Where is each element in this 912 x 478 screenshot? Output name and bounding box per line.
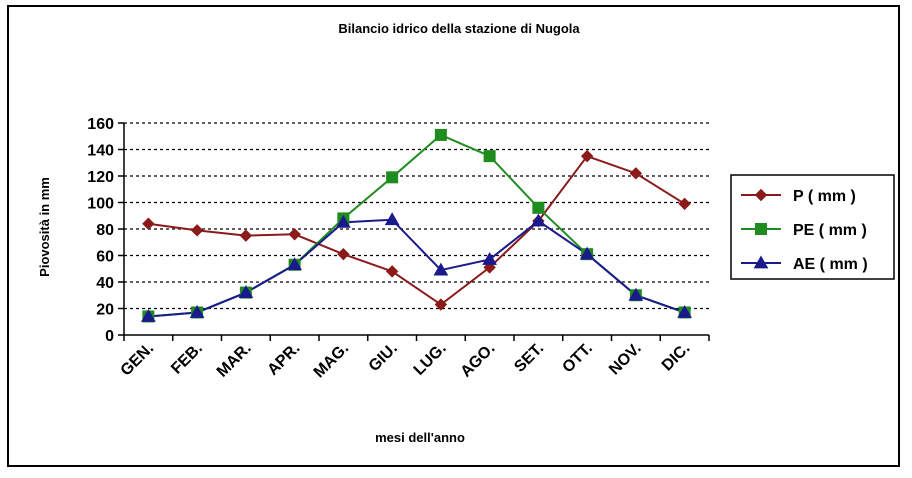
data-point <box>532 201 545 214</box>
series-line <box>148 218 685 318</box>
x-tick-label: AGO. <box>458 340 499 381</box>
y-tick-label: 100 <box>87 196 114 213</box>
series-2 <box>148 218 685 318</box>
x-axis-label: mesi dell'anno <box>375 430 465 445</box>
data-point <box>288 228 301 241</box>
chart-frame: Bilancio idrico della stazione di Nugola… <box>7 5 900 467</box>
series-group <box>141 128 692 323</box>
y-tick-label: 140 <box>87 143 114 160</box>
data-point <box>677 304 692 318</box>
data-point <box>386 171 399 184</box>
data-point <box>336 214 351 228</box>
legend-label: PE ( mm ) <box>793 222 867 239</box>
legend-label: P ( mm ) <box>793 188 856 205</box>
x-tick-label: MAR. <box>214 340 255 381</box>
gridlines <box>124 122 709 310</box>
series-markers-1 <box>142 128 691 323</box>
x-tick-label: DIC. <box>659 340 694 375</box>
data-point <box>580 149 594 163</box>
x-tick-label: SET. <box>511 340 547 376</box>
chart-svg: Bilancio idrico della stazione di Nugola… <box>37 21 895 445</box>
y-tick-label: 0 <box>105 328 114 345</box>
x-tick-label: GIU. <box>366 340 401 375</box>
data-point <box>754 188 768 202</box>
x-tick-label: APR. <box>264 340 303 379</box>
y-tick-label: 80 <box>96 222 114 239</box>
series-markers-0 <box>142 149 691 311</box>
x-tick-label: NOV. <box>606 340 645 379</box>
y-tick-label: 120 <box>87 169 114 186</box>
y-tick-label: 40 <box>96 275 114 292</box>
data-point <box>239 229 253 242</box>
data-point <box>141 308 156 322</box>
series-0 <box>148 154 686 306</box>
data-point <box>753 255 769 269</box>
series-markers-2 <box>141 212 692 322</box>
y-tick-label: 20 <box>96 302 114 319</box>
axes <box>118 122 710 341</box>
x-tick-labels: GEN. FEB. MAR. APR. MAG. GIU. LUG. AGO. SET. OTT.… <box>118 340 694 382</box>
data-point <box>384 212 400 226</box>
data-point <box>238 285 254 298</box>
chart-title: Bilancio idrico della stazione di Nugola <box>338 21 580 36</box>
data-point <box>142 217 155 230</box>
x-tick-label: GEN. <box>118 340 158 380</box>
x-tick-label: LUG. <box>411 340 450 379</box>
x-tick-label: OTT. <box>559 340 596 377</box>
data-point <box>189 304 205 318</box>
data-point <box>482 251 497 265</box>
y-tick-labels: 0 20 40 60 80 100 120 140 160 <box>87 116 114 345</box>
legend-label: AE ( mm ) <box>793 256 868 273</box>
x-tick-label: FEB. <box>168 340 206 378</box>
x-tick-label: MAG. <box>311 340 353 382</box>
series-line <box>148 154 686 306</box>
y-axis-label: Piovosità in mm <box>37 177 52 277</box>
data-point <box>287 257 302 271</box>
data-point <box>483 261 496 274</box>
data-point <box>433 262 449 276</box>
data-point <box>434 128 447 141</box>
legend: P ( mm ) PE ( mm ) AE ( mm ) <box>730 174 895 280</box>
data-point <box>628 287 644 301</box>
data-point <box>434 298 448 311</box>
data-point <box>579 246 595 260</box>
data-point <box>190 224 204 237</box>
y-tick-label: 60 <box>96 249 114 266</box>
data-point <box>629 167 643 180</box>
data-point <box>483 150 496 163</box>
data-point <box>385 265 399 278</box>
y-tick-label: 160 <box>87 116 114 133</box>
data-point <box>755 223 767 235</box>
data-point <box>531 213 546 227</box>
data-point <box>337 247 350 261</box>
data-point <box>678 197 691 211</box>
